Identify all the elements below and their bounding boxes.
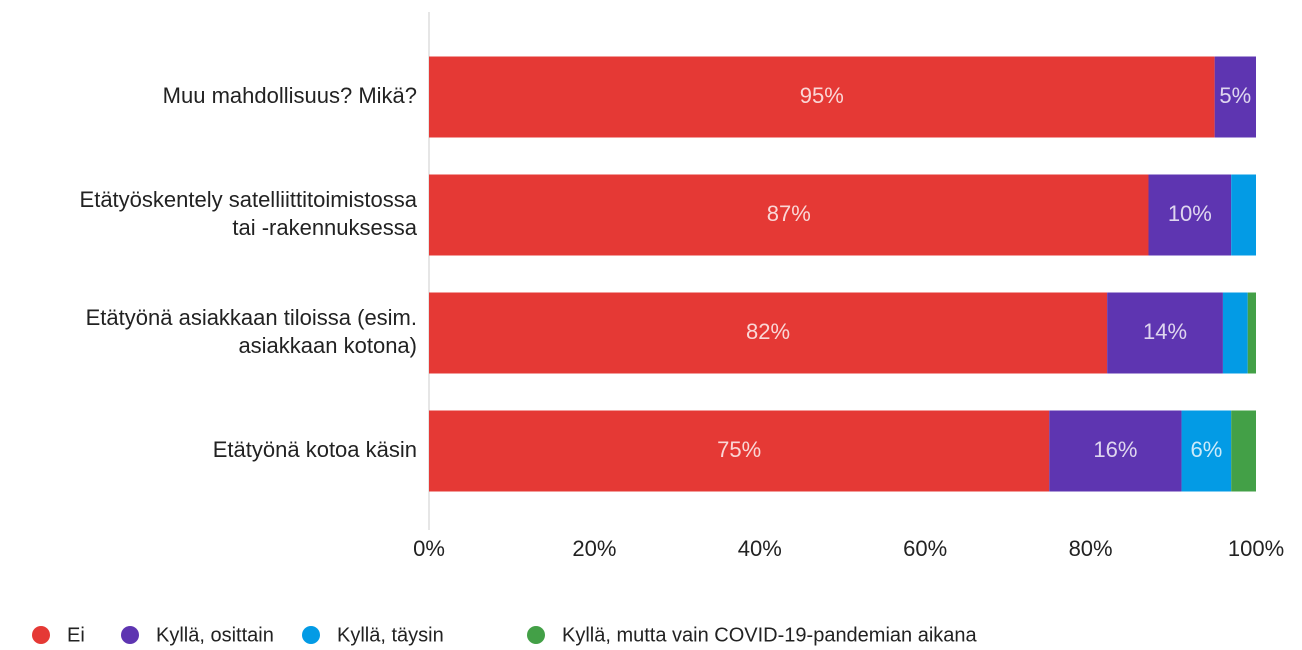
y-tick-label: asiakkaan kotona) [238,333,417,358]
data-label: 6% [1190,437,1222,462]
y-tick-label: Muu mahdollisuus? Mikä? [163,83,417,108]
bar-segment [1247,292,1256,374]
y-tick-label: Etätyönä asiakkaan tiloissa (esim. [86,305,417,330]
data-label: 87% [767,201,811,226]
data-label: 10% [1168,201,1212,226]
data-label: 95% [800,83,844,108]
x-tick-label: 100% [1228,536,1284,561]
bar-segment [429,292,1108,374]
bar-segment [1231,174,1256,256]
bar-segment [1214,56,1256,138]
legend-label: Kyllä, osittain [156,624,274,646]
x-tick-label: 80% [1069,536,1113,561]
legend-label: Kyllä, mutta vain COVID-19-pandemian aik… [562,624,978,646]
legend-marker [121,626,139,644]
legend-marker [302,626,320,644]
x-tick-label: 60% [903,536,947,561]
bar-segment [1231,410,1256,492]
data-label: 75% [717,437,761,462]
data-label: 16% [1093,437,1137,462]
data-label: 14% [1143,319,1187,344]
bar-segment [1148,174,1232,256]
bar-segment [429,410,1050,492]
y-tick-label: Etätyönä kotoa käsin [213,437,417,462]
bar-segment [1049,410,1182,492]
x-tick-label: 20% [572,536,616,561]
data-label: 82% [746,319,790,344]
bar-segment [1181,410,1232,492]
legend-label: Kyllä, täysin [337,624,444,646]
data-label: 5% [1219,83,1251,108]
bar-segment [1222,292,1248,374]
bar-segment [1107,292,1223,374]
x-tick-label: 40% [738,536,782,561]
legend-marker [527,626,545,644]
y-tick-label: tai -rakennuksessa [232,215,417,240]
y-tick-label: Etätyöskentely satelliittitoimistossa [80,187,418,212]
bar-segment [429,56,1215,138]
legend-label: Ei [67,624,85,646]
x-tick-label: 0% [413,536,445,561]
legend-marker [32,626,50,644]
bar-segment [429,174,1149,256]
